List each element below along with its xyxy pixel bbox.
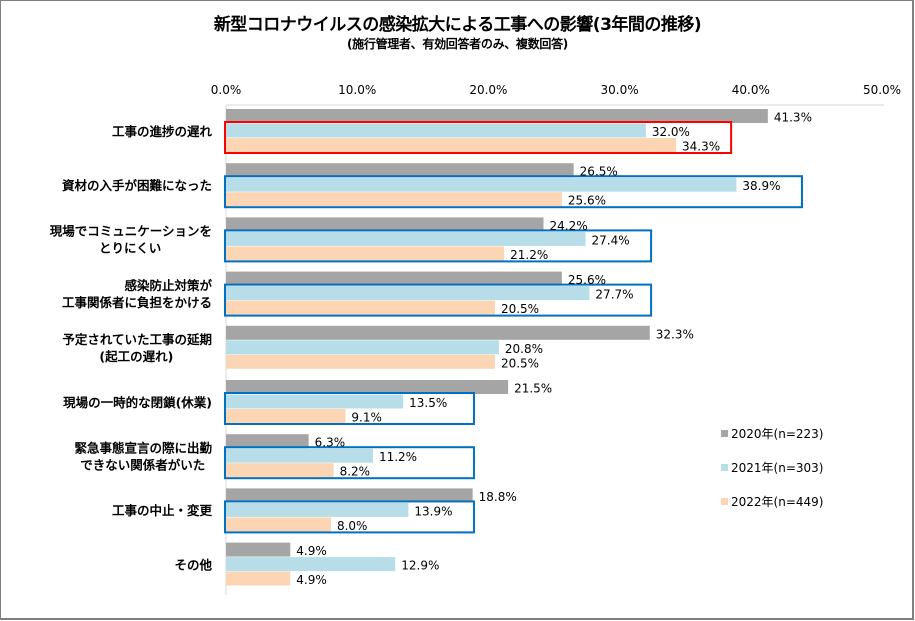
highlight-box (224, 229, 653, 263)
bar (226, 502, 409, 517)
legend: 2020年(n=223) 2021年(n=303) 2022年(n=449) (721, 427, 823, 509)
category-label: 現場でコミュニケーションを (50, 224, 212, 239)
category-label: とりにくい (99, 241, 161, 256)
data-label: 9.1% (351, 411, 382, 425)
category-label: その他 (174, 557, 212, 572)
bar (226, 340, 499, 355)
data-label: 34.3% (682, 140, 720, 154)
bar (226, 217, 544, 232)
bar (226, 394, 404, 409)
bar (226, 177, 737, 192)
data-label: 24.2% (550, 219, 588, 233)
x-tick-label: 40.0% (732, 83, 770, 97)
bar (226, 354, 495, 369)
data-label: 38.9% (742, 179, 780, 193)
x-tick-label: 50.0% (863, 83, 901, 97)
bar (226, 192, 562, 207)
category-label: 資材の入手が困難になった (62, 178, 212, 193)
bar (226, 488, 473, 503)
x-tick-label: 0.0% (211, 83, 242, 97)
data-label: 20.8% (505, 342, 543, 356)
data-label: 6.3% (315, 436, 346, 450)
category-label: 工事の進捗の遅れ (112, 124, 213, 139)
legend-swatch (721, 430, 728, 437)
bar (226, 409, 346, 423)
category-label: 現場の一時的な閉鎖(休業) (63, 395, 212, 410)
highlight-box (224, 175, 803, 209)
data-label: 11.2% (379, 450, 417, 464)
highlight-box (224, 121, 733, 154)
data-label: 18.8% (479, 490, 517, 504)
category-labels: 工事の進捗の遅れ資材の入手が困難になった現場でコミュニケーションをとりにくい感染… (50, 124, 213, 573)
data-label: 12.9% (401, 559, 439, 573)
x-tick-label: 30.0% (601, 83, 639, 97)
bar (226, 109, 768, 123)
highlight-box (224, 392, 475, 425)
category-label: (起工の遅れ) (99, 349, 173, 364)
category-label: 工事の中止・変更 (112, 503, 213, 518)
data-label: 8.2% (340, 465, 371, 479)
bar (226, 542, 291, 557)
legend-label: 2021年(n=303) (731, 461, 823, 475)
bars (226, 109, 768, 586)
data-label: 21.2% (510, 248, 548, 262)
data-label: 8.0% (337, 519, 368, 533)
category-label: 予定されていた工事の延期 (62, 332, 212, 347)
category-label: 工事関係者に負担をかける (62, 295, 212, 310)
legend-swatch (721, 498, 728, 505)
bar (226, 231, 586, 246)
highlight-box (224, 446, 475, 480)
bar (226, 300, 495, 315)
x-axis-ticks: 0.0% 10.0% 20.0% 30.0% 40.0% 50.0% (211, 83, 901, 97)
bar (226, 463, 334, 478)
data-label: 27.7% (595, 288, 633, 302)
bar (226, 123, 646, 138)
bar (226, 163, 574, 178)
data-label: 20.5% (501, 302, 539, 316)
bar (226, 517, 331, 532)
bar (226, 380, 509, 394)
data-label: 4.9% (296, 544, 327, 558)
data-label: 4.9% (296, 573, 327, 587)
legend-label: 2022年(n=449) (731, 495, 823, 509)
category-label: 感染防止対策が (124, 278, 212, 293)
data-label: 13.9% (414, 504, 452, 518)
bar (226, 325, 650, 340)
data-label: 13.5% (409, 396, 447, 410)
highlight-boxes (224, 121, 803, 534)
data-label: 32.3% (656, 327, 694, 341)
bar (226, 246, 505, 261)
category-label: できない関係者がいた (80, 457, 205, 472)
bar (226, 138, 677, 152)
data-label: 41.3% (774, 111, 812, 125)
highlight-box (224, 283, 653, 317)
data-label: 21.5% (514, 382, 552, 396)
data-label: 27.4% (591, 233, 629, 247)
data-label: 25.6% (568, 273, 606, 287)
chart-title: 新型コロナウイルスの感染拡大による工事への影響(3年間の推移) (213, 15, 702, 35)
bar (226, 571, 291, 586)
x-tick-label: 10.0% (338, 83, 376, 97)
data-label: 20.5% (501, 356, 539, 370)
bar (226, 434, 309, 449)
bar (226, 286, 590, 301)
legend-label: 2020年(n=223) (731, 427, 823, 441)
data-label: 26.5% (580, 165, 618, 179)
bar (226, 271, 562, 286)
data-labels: 41.3% 32.0%34.3% 26.5% 38.9% 25.6% 24.2%27.4%… (296, 111, 812, 588)
highlight-box (224, 500, 475, 534)
chart-subtitle: (施行管理者、有効回答者のみ、複数回答) (347, 37, 568, 51)
bar (226, 448, 373, 463)
legend-swatch (721, 464, 728, 471)
bar (226, 557, 396, 572)
category-label: 緊急事態宣言の際に出勤 (74, 440, 212, 455)
data-label: 32.0% (652, 125, 690, 139)
x-tick-label: 20.0% (469, 83, 507, 97)
data-label: 25.6% (568, 194, 606, 208)
